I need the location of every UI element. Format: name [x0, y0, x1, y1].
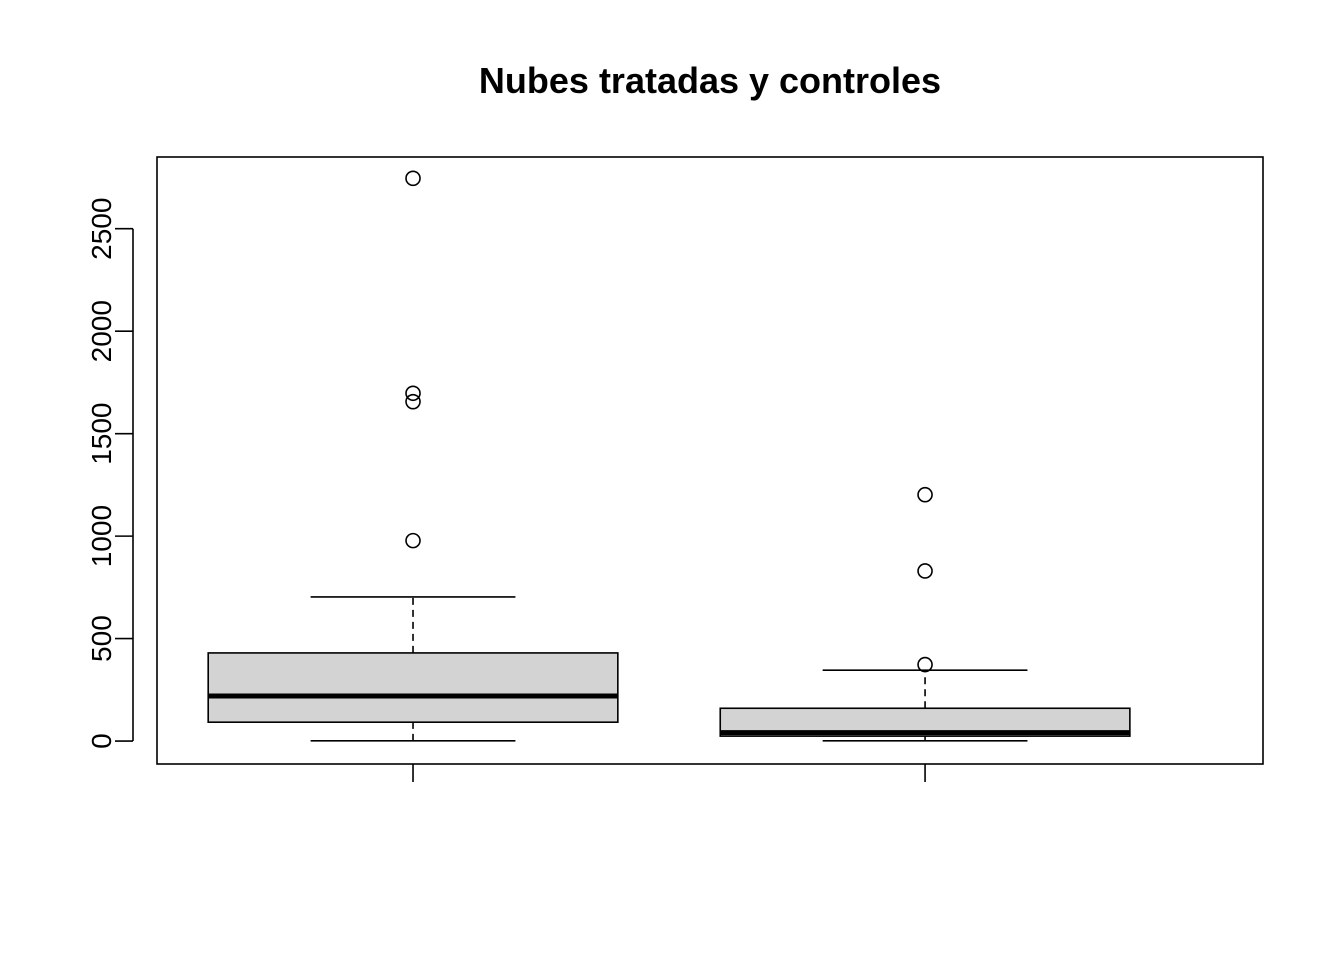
- outlier-point: [917, 656, 933, 673]
- y-tick-label: 1500: [86, 403, 117, 465]
- y-tick-label: 1000: [86, 505, 117, 567]
- outlier-point: [405, 385, 421, 402]
- y-tick-label: 2500: [86, 198, 117, 260]
- chart-title: Nubes tratadas y controles: [479, 60, 941, 101]
- box-group: [719, 486, 1131, 742]
- outlier-point: [405, 393, 421, 410]
- outlier-point: [405, 532, 421, 549]
- boxes: [207, 170, 1131, 742]
- y-axis: 0 500 1000 1500 2000 2500: [86, 198, 134, 749]
- outlier-point: [917, 563, 933, 579]
- y-tick-label: 500: [86, 615, 117, 662]
- box-group: [207, 170, 619, 742]
- y-tick-label: 0: [86, 733, 117, 749]
- y-tick-label: 2000: [86, 300, 117, 362]
- box: [207, 652, 619, 723]
- plot-frame: [156, 156, 1264, 765]
- x-axis: [412, 764, 926, 782]
- outlier-point: [917, 486, 933, 503]
- outlier-point: [405, 170, 421, 187]
